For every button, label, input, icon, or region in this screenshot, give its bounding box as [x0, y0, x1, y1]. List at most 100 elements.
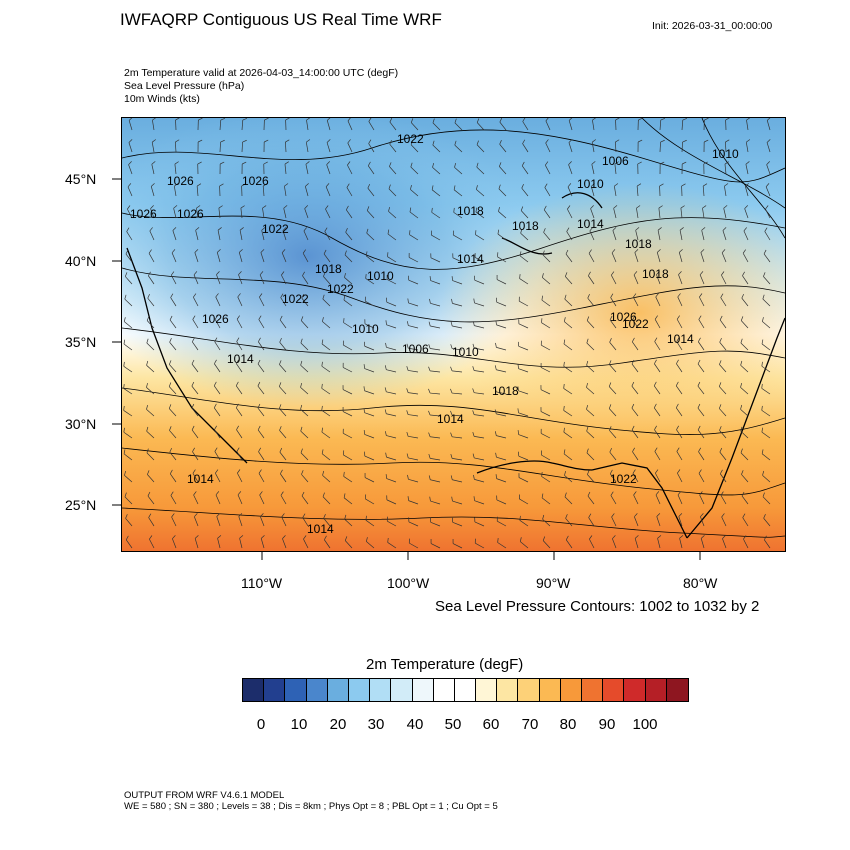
wind-barb: [410, 140, 419, 153]
wind-barb: [237, 469, 243, 483]
wind-barb: [300, 382, 309, 395]
wind-barb: [636, 205, 641, 219]
wind-barb: [280, 293, 287, 307]
wind-barb: [387, 229, 397, 241]
wind-barb: [725, 118, 730, 131]
wind-barb: [568, 139, 573, 153]
wind-barb: [170, 271, 177, 285]
wind-barb: [146, 338, 155, 351]
wind-barb: [763, 249, 771, 263]
colorbar-swatch: [476, 679, 498, 701]
wind-barb: [659, 139, 665, 153]
wind-barb: [215, 293, 221, 307]
isobar-label: 1006: [602, 154, 629, 168]
wind-barb: [591, 161, 596, 175]
wind-barb: [217, 535, 222, 549]
wind-barb: [519, 537, 529, 549]
wind-barb: [545, 139, 551, 153]
wind-barb: [743, 227, 749, 241]
wind-barb: [722, 535, 727, 549]
wind-barb: [450, 344, 463, 351]
wind-barb: [568, 118, 573, 131]
wind-barb: [565, 514, 573, 527]
wind-barb: [389, 162, 397, 175]
wind-barb: [386, 297, 397, 307]
wind-barb: [496, 297, 507, 307]
wind-barb: [366, 228, 375, 241]
wind-barb: [214, 337, 221, 351]
isobar-label: 1026: [242, 174, 269, 188]
wind-barb: [385, 431, 397, 439]
wind-barb: [364, 473, 375, 483]
wind-barb: [345, 228, 353, 241]
wind-barb: [676, 447, 683, 461]
wind-barb: [452, 253, 463, 263]
wind-barb: [169, 338, 177, 351]
wind-barb: [170, 293, 177, 307]
wind-barb: [450, 475, 463, 483]
wind-barb: [636, 183, 642, 197]
wind-barb: [428, 388, 441, 395]
wind-barb: [545, 118, 551, 131]
wind-barb: [764, 535, 771, 549]
wind-barb: [521, 183, 529, 197]
wind-barb: [301, 293, 309, 307]
isobar-label: 1014: [667, 332, 694, 346]
wind-barb: [175, 118, 180, 131]
lat-label-40: 40°N: [65, 253, 97, 269]
wind-barb: [540, 385, 551, 395]
wind-barb: [517, 408, 529, 417]
wind-barb: [344, 536, 353, 549]
wind-barb: [280, 491, 287, 505]
wind-barb: [637, 118, 643, 131]
wind-barb: [151, 139, 156, 153]
wind-barb: [761, 339, 771, 351]
wind-barb: [564, 294, 573, 307]
model-version: OUTPUT FROM WRF V4.6.1 MODEL: [124, 790, 285, 801]
wind-barb: [322, 317, 331, 329]
colorbar-swatch: [285, 679, 307, 701]
wind-barb: [724, 183, 729, 197]
wind-barb: [589, 227, 595, 241]
isobar-label: 1010: [452, 345, 479, 359]
wind-barb: [563, 427, 573, 439]
wind-barb: [588, 271, 595, 285]
wind-barb: [345, 205, 353, 219]
isobar-label: 1010: [577, 177, 604, 191]
wind-barb: [474, 275, 485, 285]
wind-barb: [406, 366, 419, 373]
wind-barb: [724, 161, 729, 175]
wind-barb: [123, 449, 133, 461]
isobar-label: 1022: [282, 292, 309, 306]
colorbar-tick-label: 90: [598, 716, 616, 733]
wind-barb: [610, 293, 617, 307]
wind-barb: [191, 381, 199, 395]
wind-barb: [322, 492, 331, 505]
wind-barb: [586, 360, 595, 373]
wind-barb: [680, 205, 685, 219]
wind-barb: [216, 249, 221, 263]
wind-barb: [219, 118, 226, 131]
wind-barb: [564, 470, 573, 483]
wind-barb: [613, 205, 618, 219]
wind-barb: [563, 383, 573, 395]
wind-barb: [565, 272, 573, 285]
wind-barb: [632, 447, 639, 461]
wind-barb: [149, 535, 155, 549]
wind-barb: [302, 513, 309, 527]
isobar-label: 1010: [367, 269, 394, 283]
wind-barb: [239, 227, 244, 241]
coastline: [591, 462, 688, 539]
colorbar-swatch: [582, 679, 604, 701]
wind-barb: [681, 161, 687, 175]
wind-barb: [410, 118, 419, 131]
wind-barb: [499, 162, 507, 175]
wind-barb: [494, 365, 507, 373]
wind-barb: [676, 337, 683, 351]
wind-barb: [169, 315, 177, 329]
isobar-label: 1014: [457, 252, 484, 266]
wind-barb: [197, 161, 202, 175]
wind-barb: [615, 118, 620, 131]
wind-barb: [763, 272, 771, 285]
wind-barb: [193, 271, 199, 285]
